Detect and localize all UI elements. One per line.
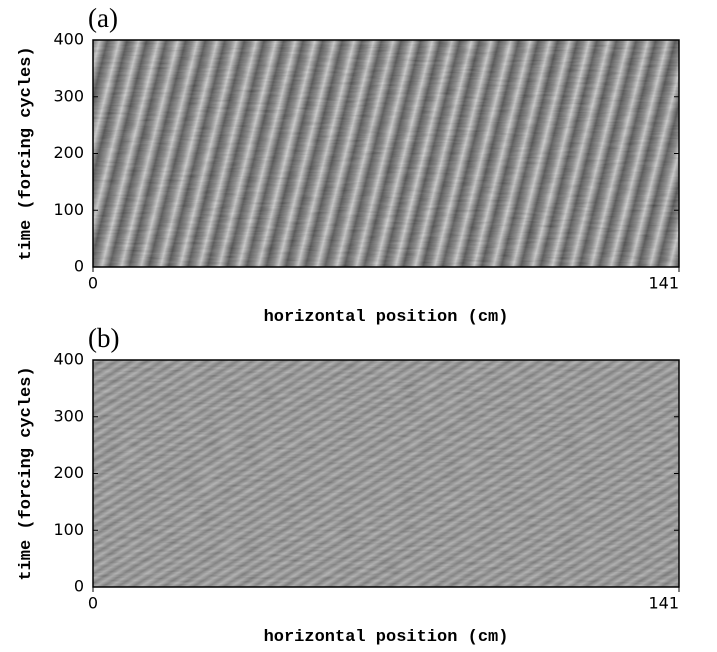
- y-tick-label: 400: [53, 30, 84, 49]
- x-axis-label: horizontal position (cm): [264, 308, 509, 327]
- panel-label: (b): [88, 323, 119, 353]
- y-tick-label: 0: [74, 257, 84, 276]
- y-tick-label: 300: [53, 86, 84, 105]
- y-axis-label: time (forcing cycles): [17, 46, 36, 260]
- y-tick-label: 100: [53, 200, 84, 219]
- x-tick-label: 141: [648, 274, 679, 293]
- y-axis-label: time (forcing cycles): [17, 366, 36, 580]
- panel-label: (a): [88, 3, 118, 33]
- heatmap-noise: [93, 40, 679, 267]
- y-tick-label: 200: [53, 463, 84, 482]
- x-axis-label: horizontal position (cm): [264, 628, 509, 647]
- y-tick-label: 0: [74, 577, 84, 596]
- x-tick-label: 0: [88, 274, 98, 293]
- y-tick-label: 200: [53, 143, 84, 162]
- y-tick-label: 300: [53, 406, 84, 425]
- x-tick-label: 141: [648, 594, 679, 613]
- y-tick-label: 100: [53, 520, 84, 539]
- heatmap-noise: [93, 360, 679, 587]
- x-tick-label: 0: [88, 594, 98, 613]
- y-tick-label: 400: [53, 350, 84, 369]
